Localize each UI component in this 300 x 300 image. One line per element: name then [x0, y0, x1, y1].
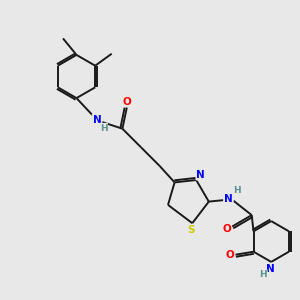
Text: N: N	[224, 194, 233, 204]
Text: N: N	[266, 264, 275, 274]
Text: S: S	[187, 225, 195, 235]
Text: O: O	[222, 224, 231, 235]
Text: O: O	[225, 250, 234, 260]
Text: H: H	[233, 186, 241, 195]
Text: H: H	[259, 270, 267, 279]
Text: N: N	[196, 169, 205, 180]
Text: H: H	[100, 124, 107, 133]
Text: O: O	[122, 97, 131, 107]
Text: N: N	[92, 115, 101, 125]
